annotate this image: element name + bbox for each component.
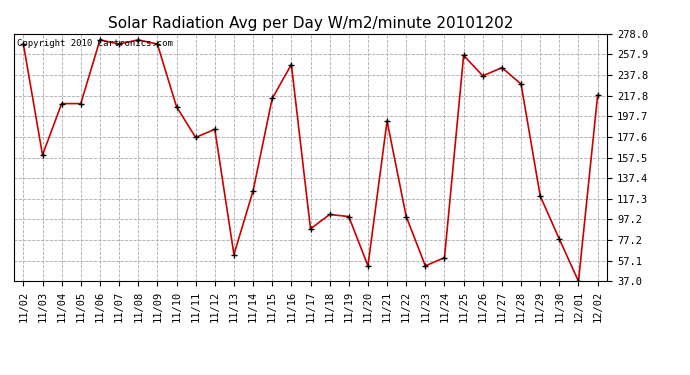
Text: Copyright 2010 Cartronics.com: Copyright 2010 Cartronics.com bbox=[17, 39, 172, 48]
Title: Solar Radiation Avg per Day W/m2/minute 20101202: Solar Radiation Avg per Day W/m2/minute … bbox=[108, 16, 513, 31]
